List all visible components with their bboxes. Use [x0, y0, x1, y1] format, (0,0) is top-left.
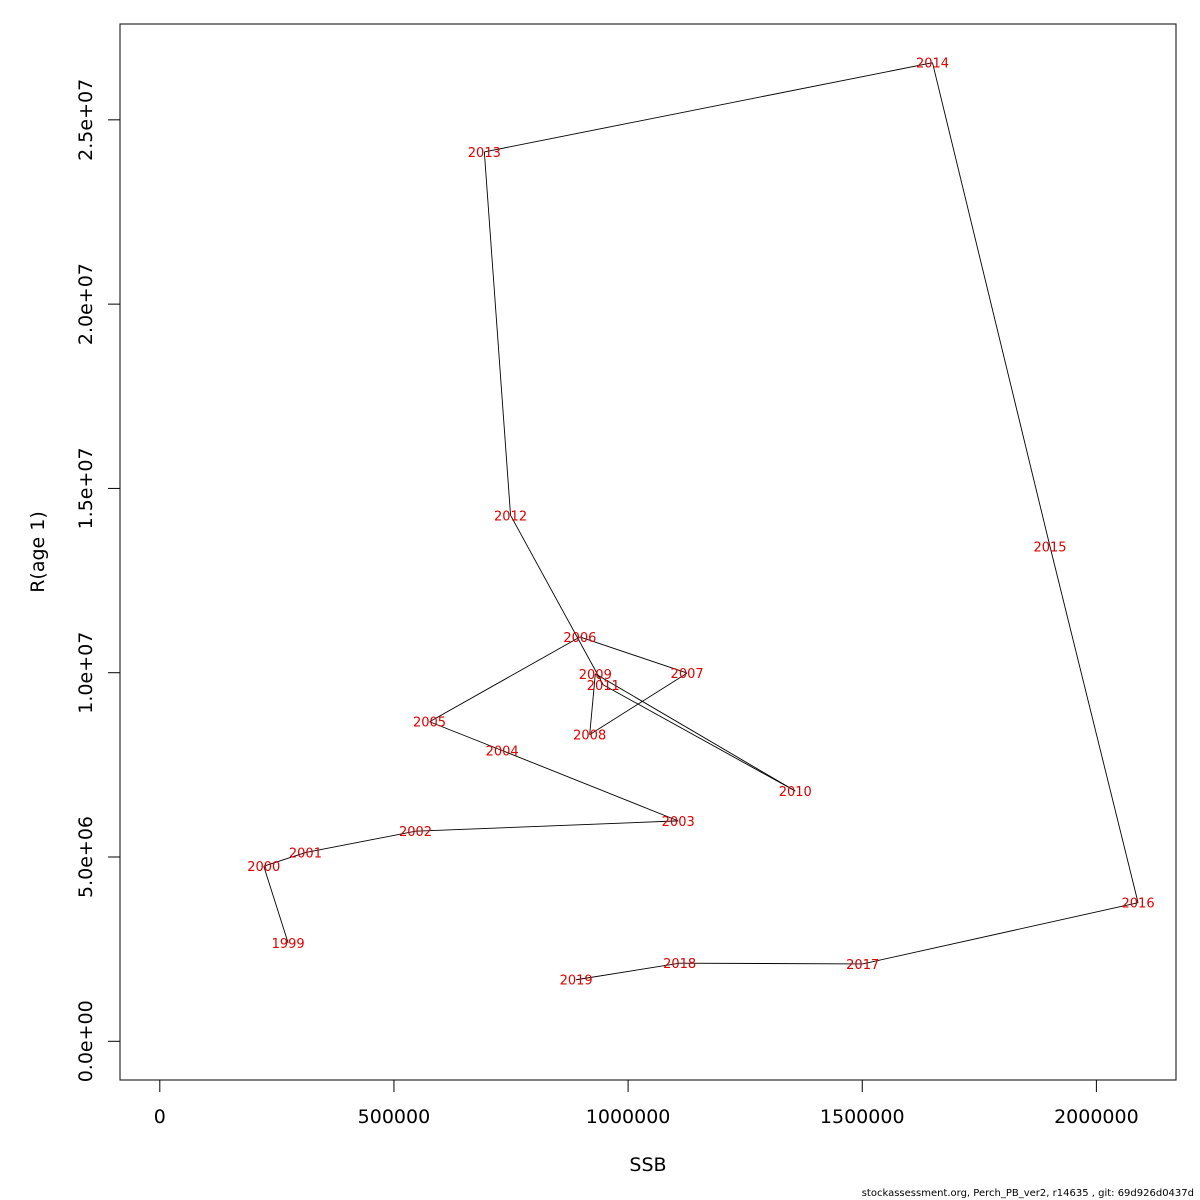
- y-tick-label: 2.0e+07: [75, 263, 97, 345]
- x-axis: 0 500000 1000000 1500000 2000000: [154, 1079, 1139, 1128]
- y-tick-label: 1.0e+07: [75, 632, 97, 714]
- year-label: 2001: [289, 847, 322, 862]
- footer-credit: stockassessment.org, Perch_PB_ver2, r146…: [861, 1188, 1194, 1199]
- trajectory-segment: [589, 673, 596, 735]
- year-label: 2011: [587, 679, 620, 694]
- year-label: 2013: [468, 146, 501, 161]
- trajectory-segment: [429, 721, 503, 751]
- trajectory-segment: [862, 902, 1139, 965]
- y-tick-label: 1.5e+07: [75, 447, 97, 529]
- year-label: 2007: [671, 667, 704, 682]
- x-tick-label: 0: [154, 1106, 166, 1128]
- y-tick-label: 5.0e+06: [75, 816, 97, 898]
- trajectory-segment: [484, 62, 933, 153]
- year-label: 2006: [563, 631, 596, 646]
- x-tick-label: 1500000: [820, 1106, 905, 1128]
- trajectory-segment: [579, 636, 688, 674]
- year-label: 2002: [399, 825, 432, 840]
- year-label: 1999: [272, 937, 305, 952]
- year-label: 2009: [579, 668, 612, 683]
- year-labels: 1999 2000 2001 2002 2003 2004 2005 2006 2007 2008…: [247, 57, 1154, 989]
- y-tick-label: 0.0e+00: [75, 1000, 97, 1082]
- year-label: 2008: [573, 729, 606, 744]
- year-label: 2015: [1033, 541, 1066, 556]
- trajectory-lines: [263, 62, 1139, 981]
- trajectory-segment: [679, 962, 863, 965]
- year-label: 2018: [663, 957, 696, 972]
- year-label: 2003: [662, 815, 695, 830]
- trajectory-segment: [483, 151, 512, 516]
- x-tick-label: 1000000: [586, 1106, 671, 1128]
- trajectory-segment: [932, 62, 1051, 547]
- year-label: 2014: [916, 57, 949, 72]
- plot-frame: [119, 23, 1177, 1081]
- y-tick-label: 2.5e+07: [75, 79, 97, 161]
- trajectory-segment: [263, 866, 289, 944]
- trajectory-segment: [263, 852, 306, 867]
- year-label: 2005: [413, 716, 446, 731]
- trajectory-segment: [305, 830, 416, 854]
- year-label: 2016: [1122, 897, 1155, 912]
- trajectory-segment: [1049, 546, 1139, 903]
- y-axis: 0.0e+00 5.0e+06 1.0e+07 1.5e+07 2.0e+07 2.5e+…: [75, 79, 121, 1082]
- year-label: 2004: [486, 744, 519, 759]
- x-tick-label: 500000: [358, 1106, 431, 1128]
- y-axis-title: R(age 1): [27, 511, 49, 593]
- year-label: 2000: [247, 860, 280, 875]
- trajectory-segment: [603, 684, 796, 792]
- year-label: 2010: [779, 785, 812, 800]
- trajectory-segment: [429, 636, 581, 723]
- trajectory-segment: [595, 673, 796, 792]
- x-tick-label: 2000000: [1054, 1106, 1139, 1128]
- year-label: 2017: [846, 958, 879, 973]
- x-axis-title: SSB: [629, 1154, 666, 1176]
- year-label: 2019: [560, 974, 593, 989]
- trajectory-segment: [576, 962, 680, 981]
- trajectory-segment: [501, 750, 679, 822]
- trajectory-segment: [415, 820, 679, 832]
- year-label: 2012: [494, 509, 527, 524]
- trajectory-segment: [510, 515, 604, 686]
